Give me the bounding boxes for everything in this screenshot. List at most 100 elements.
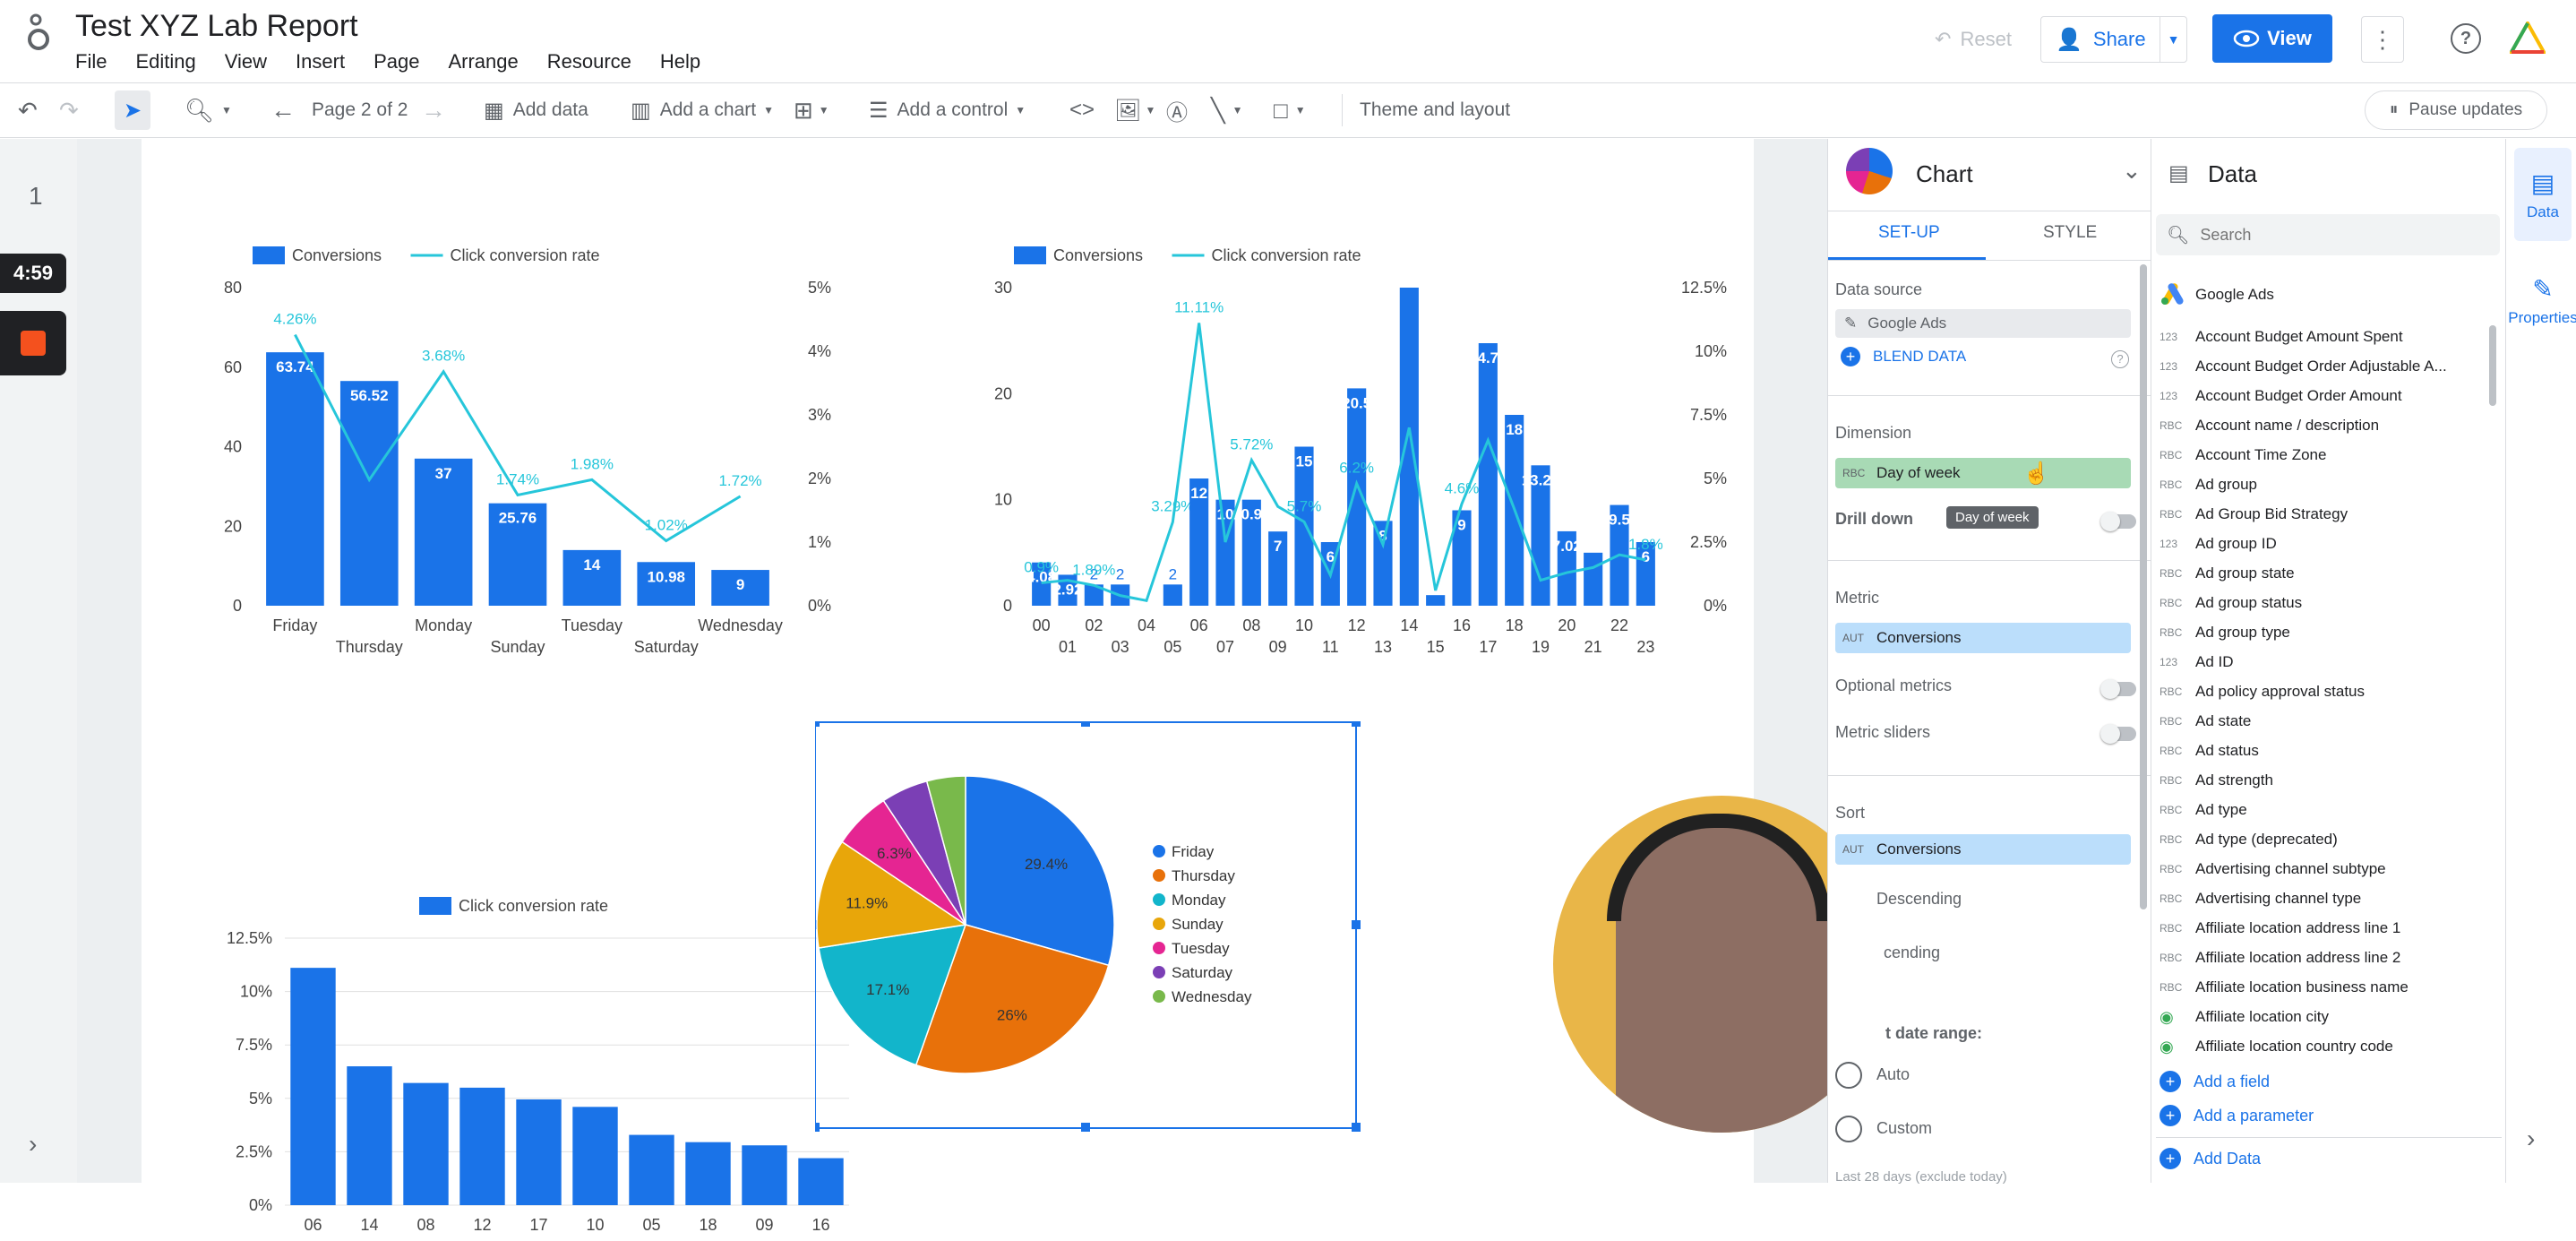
field-item[interactable]: RBC Ad status <box>2160 742 2259 759</box>
expand-rail-icon[interactable]: › <box>29 1130 38 1158</box>
previous-page-icon[interactable]: ← <box>270 96 296 124</box>
menu-insert[interactable]: Insert <box>296 50 346 73</box>
add-chart-button[interactable]: ▥ Add a chart ▼ <box>631 98 774 123</box>
report-title[interactable]: Test XYZ Lab Report <box>75 9 358 43</box>
menu-view[interactable]: View <box>224 50 268 73</box>
sort-metric-chip[interactable]: AUT Conversions <box>1835 834 2131 865</box>
zoom-icon[interactable]: 🔍︎ ▼ <box>185 96 232 124</box>
field-item[interactable]: RBC Ad group state <box>2160 564 2295 582</box>
field-item[interactable]: RBC Advertising channel subtype <box>2160 860 2386 877</box>
bar-chart-rate[interactable]: Click conversion rate 0% 2.5% 5% 7.5% 10% 12.5… <box>204 739 903 1241</box>
auto-option[interactable]: Auto <box>1876 1065 1911 1083</box>
field-item[interactable]: RBC Affiliate location business name <box>2160 978 2409 995</box>
menu-editing[interactable]: Editing <box>135 50 196 73</box>
tab-style[interactable]: STYLE <box>2043 223 2098 242</box>
combo-chart-day[interactable]: Conversions Click conversion rate 0 20 40 60 8… <box>204 220 957 802</box>
ascending-option[interactable]: cending <box>1884 944 1941 961</box>
field-item[interactable]: 123 Account Budget Order Amount <box>2160 387 2402 404</box>
looker-studio-logo-icon[interactable] <box>25 13 52 52</box>
add-field-button[interactable]: + Add a field <box>2160 1071 2270 1092</box>
optional-metrics-toggle[interactable] <box>2100 679 2136 699</box>
field-item[interactable]: ◉ Affiliate location country code <box>2160 1037 2393 1056</box>
menu-file[interactable]: File <box>75 50 107 73</box>
stop-recording-button[interactable] <box>0 311 66 375</box>
blend-help-icon[interactable]: ? <box>2111 350 2129 368</box>
collapse-panel-icon[interactable]: › <box>2527 1125 2536 1152</box>
add-control-button[interactable]: ☰ Add a control ▼ <box>869 98 1026 123</box>
drill-down-toggle[interactable] <box>2100 512 2136 531</box>
x-tick-label: 12 <box>1348 616 1366 634</box>
metric-chip[interactable]: AUT Conversions <box>1835 623 2131 653</box>
bar <box>1584 552 1603 606</box>
add-data-link[interactable]: + Add Data <box>2160 1148 2261 1169</box>
embed-code-icon[interactable]: <> <box>1069 98 1095 122</box>
add-data-button[interactable]: ▦ Add data <box>484 98 588 123</box>
field-item[interactable]: 123 Account Budget Amount Spent <box>2160 328 2403 345</box>
field-item[interactable]: RBC Ad type (deprecated) <box>2160 831 2338 848</box>
select-pointer-icon[interactable]: ➤ <box>115 90 150 130</box>
field-item[interactable]: ◉ Affiliate location city <box>2160 1007 2329 1026</box>
field-item[interactable]: 123 Ad group ID <box>2160 535 2277 552</box>
custom-option[interactable]: Custom <box>1876 1119 1933 1137</box>
pause-updates-button[interactable]: ⏸ Pause updates <box>2365 90 2547 130</box>
side-tab-data[interactable]: ▤ Data <box>2514 148 2572 241</box>
field-item[interactable]: RBC Account name / description <box>2160 417 2380 434</box>
field-item[interactable]: RBC Ad strength <box>2160 771 2273 789</box>
help-icon[interactable]: ? <box>2451 23 2481 54</box>
edit-pencil-icon[interactable]: ✎ <box>1844 315 1858 332</box>
menu-help[interactable]: Help <box>659 50 701 73</box>
blend-data-button[interactable]: + BLEND DATA <box>1841 347 1966 366</box>
chart-panel-title[interactable]: Chart <box>1916 160 1973 187</box>
field-item[interactable]: RBC Ad state <box>2160 712 2252 729</box>
field-item[interactable]: RBC Advertising channel type <box>2160 890 2362 907</box>
field-item[interactable]: RBC Account Time Zone <box>2160 446 2327 463</box>
metric-sliders-toggle[interactable] <box>2100 724 2136 744</box>
search-input[interactable] <box>2200 225 2469 245</box>
chart-panel-scrollbar[interactable] <box>2140 264 2147 909</box>
field-item[interactable]: RBC Ad Group Bid Strategy <box>2160 505 2348 522</box>
data-source-name[interactable]: Google Ads <box>2195 286 2274 303</box>
chart-type-dropdown-icon[interactable]: ⌄ <box>2122 157 2142 184</box>
field-item[interactable]: RBC Affiliate location address line 1 <box>2160 919 2401 936</box>
shape-tool-icon[interactable]: □ ▼ <box>1274 96 1306 124</box>
page-number[interactable]: 1 <box>29 182 43 210</box>
field-item[interactable]: RBC Ad group <box>2160 476 2257 493</box>
more-options-icon[interactable]: ⋮ <box>2361 16 2404 63</box>
dimension-chip[interactable]: RBC Day of week ☝ <box>1835 458 2131 488</box>
pie-chart-day[interactable]: 29.4% 26% 17.1% 11.9% 6.3% Friday Thursday Mond… <box>815 721 1361 1133</box>
view-button[interactable]: View <box>2212 14 2332 63</box>
field-item[interactable]: 123 Ad ID <box>2160 653 2234 670</box>
reset-button[interactable]: ↶ Reset <box>1935 28 2012 50</box>
tab-setup[interactable]: SET-UP <box>1878 223 1940 242</box>
side-tab-properties[interactable]: ✎ Properties <box>2508 274 2576 326</box>
undo-icon[interactable]: ↶ <box>18 96 38 124</box>
field-item[interactable]: RBC Ad group type <box>2160 624 2290 641</box>
line-tool-icon[interactable]: ╲ ▼ <box>1211 96 1243 124</box>
menu-page[interactable]: Page <box>374 50 420 73</box>
field-search[interactable]: 🔍︎ <box>2156 214 2500 255</box>
page-indicator[interactable]: Page 2 of 2 <box>312 99 408 120</box>
field-item[interactable]: RBC Ad type <box>2160 801 2247 818</box>
add-parameter-button[interactable]: + Add a parameter <box>2160 1105 2314 1126</box>
data-panel-scrollbar[interactable] <box>2489 325 2496 406</box>
combo-chart-hour[interactable]: Conversions Click conversion rate01020300… <box>966 220 1754 802</box>
auto-radio[interactable] <box>1835 1062 1862 1089</box>
bar-data-label: 9 <box>1457 517 1465 534</box>
menu-arrange[interactable]: Arrange <box>448 50 519 73</box>
custom-radio[interactable] <box>1835 1116 1862 1142</box>
share-dropdown-icon[interactable]: ▼ <box>2160 17 2186 62</box>
theme-and-layout-button[interactable]: Theme and layout <box>1360 99 1511 120</box>
data-source-field[interactable]: ✎ Google Ads <box>1835 309 2131 338</box>
field-item[interactable]: RBC Ad policy approval status <box>2160 683 2365 700</box>
image-icon[interactable]: 🖼︎ ▼ <box>1114 98 1156 123</box>
redo-icon[interactable]: ↷ <box>59 96 79 124</box>
field-item[interactable]: RBC Affiliate location address line 2 <box>2160 949 2401 966</box>
field-item[interactable]: 123 Account Budget Order Adjustable A... <box>2160 358 2447 375</box>
community-viz-icon[interactable]: ⊞ ▼ <box>794 96 829 124</box>
descending-option[interactable]: Descending <box>1876 890 1962 908</box>
share-button[interactable]: 👤 Share ▼ <box>2040 16 2187 63</box>
next-page-icon[interactable]: → <box>421 96 446 124</box>
menu-resource[interactable]: Resource <box>546 50 631 73</box>
field-item[interactable]: RBC Ad group status <box>2160 594 2303 611</box>
text-box-icon[interactable]: Ⓐ <box>1166 100 1188 125</box>
